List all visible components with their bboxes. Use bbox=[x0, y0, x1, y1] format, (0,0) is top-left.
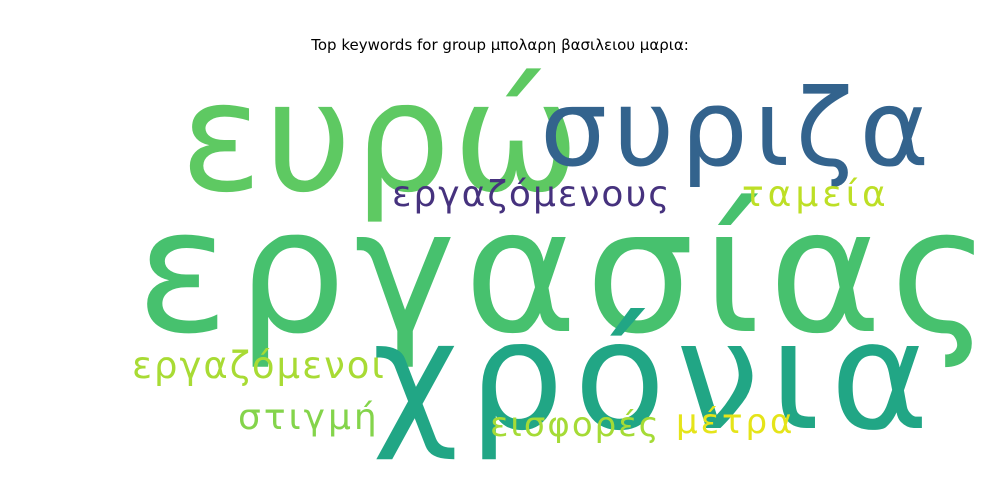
word-stigmi: στιγμή bbox=[238, 397, 380, 438]
word-tameia: ταμεία bbox=[742, 174, 890, 215]
word-eisfores: εισφορές bbox=[490, 405, 661, 445]
word-metra: μέτρα bbox=[676, 402, 796, 442]
word-ergasias: εργασίας bbox=[136, 171, 999, 372]
figure-title: Top keywords for group μπολαρη βασιλειου… bbox=[311, 36, 689, 54]
word-evro: ευρώ bbox=[180, 49, 582, 226]
word-ergazomenoi: εργαζόμενοι bbox=[132, 344, 386, 387]
word-syriza: συριζα bbox=[540, 67, 936, 190]
word-ergazomenous: εργαζόμενους bbox=[392, 174, 672, 215]
word-chronia: χρόνια bbox=[372, 290, 940, 464]
